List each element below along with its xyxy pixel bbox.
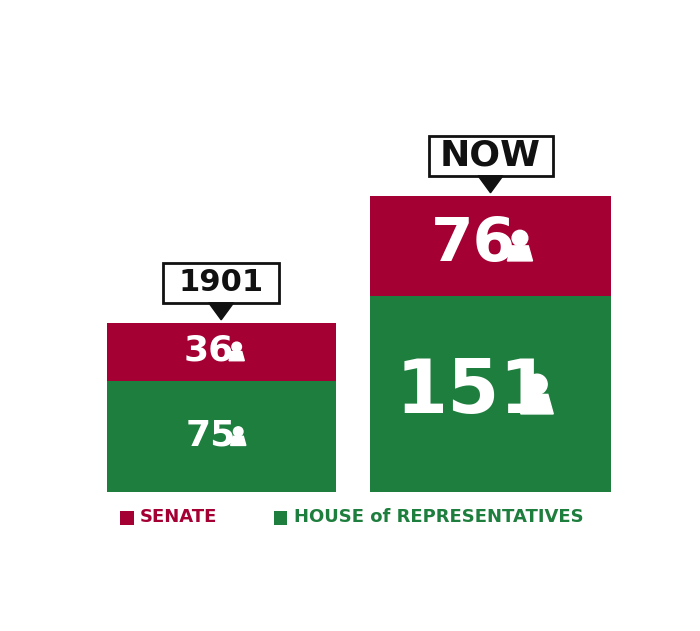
Polygon shape xyxy=(229,351,244,361)
Text: SENATE: SENATE xyxy=(140,508,218,526)
Bar xyxy=(428,136,552,176)
Bar xyxy=(370,196,610,296)
Circle shape xyxy=(232,342,242,351)
Polygon shape xyxy=(508,246,533,261)
Polygon shape xyxy=(209,303,234,320)
Text: 75: 75 xyxy=(186,419,235,452)
Polygon shape xyxy=(521,394,553,414)
Polygon shape xyxy=(478,176,503,192)
Circle shape xyxy=(527,374,547,394)
Circle shape xyxy=(234,427,243,436)
Text: 36: 36 xyxy=(183,334,234,368)
Bar xyxy=(120,510,134,524)
Text: 151: 151 xyxy=(395,356,552,429)
Bar xyxy=(163,263,279,303)
Bar xyxy=(370,296,610,492)
Text: 76: 76 xyxy=(431,215,516,274)
Bar xyxy=(107,323,335,380)
Bar xyxy=(107,380,335,492)
Text: 1901: 1901 xyxy=(178,268,264,297)
Text: HOUSE of REPRESENTATIVES: HOUSE of REPRESENTATIVES xyxy=(294,508,583,526)
Bar xyxy=(274,510,288,524)
Circle shape xyxy=(512,230,528,246)
Polygon shape xyxy=(230,436,246,445)
Text: NOW: NOW xyxy=(440,139,541,173)
